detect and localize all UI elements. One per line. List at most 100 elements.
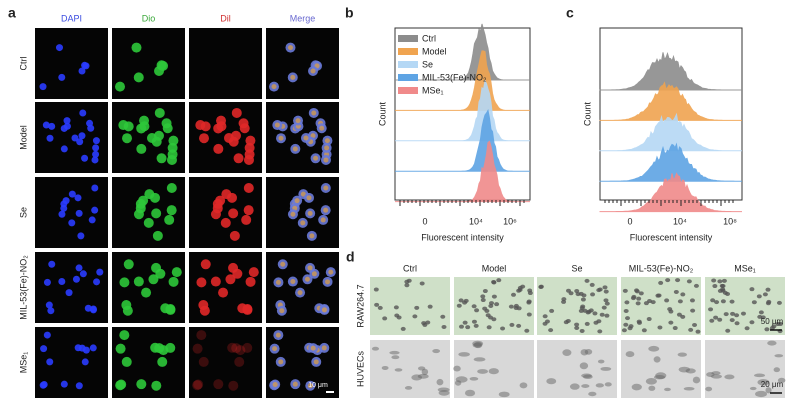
cell [243,154,254,165]
cell [664,298,670,303]
cell [417,366,426,371]
cell [676,312,682,317]
cell [75,209,83,217]
micrograph [189,28,262,99]
cell [646,317,652,322]
cell [290,279,296,285]
cell [422,322,428,327]
cell [199,133,210,144]
cell [143,217,154,228]
cell [749,287,755,292]
cell [76,138,84,146]
legend-label: MIL-53(Fe)-NO₂ [422,72,487,82]
cell [744,326,750,331]
cell [592,311,598,316]
cell [115,81,126,92]
cell [151,262,162,273]
cell [675,278,681,283]
cell [729,318,735,323]
cell [75,382,83,390]
cell [730,311,736,316]
cell [680,314,686,319]
cell [210,209,221,220]
cell [195,120,206,131]
cell [119,330,130,341]
cell [762,292,768,297]
cell [584,349,593,355]
histogram [395,50,530,111]
cell [220,217,231,228]
micrograph [621,277,701,335]
cell [719,283,725,288]
cell [119,277,130,288]
cell [210,276,221,287]
x-tick-label: 0 [422,216,427,226]
cell [623,309,629,314]
cell [580,297,586,302]
cell [45,301,53,309]
cell [292,146,298,152]
cell [162,123,173,134]
cell [218,287,229,298]
cell [579,362,589,370]
cell [242,342,253,353]
cell [78,132,86,140]
cell [40,381,48,389]
cell [295,118,301,124]
cell [695,329,701,334]
cell [458,352,470,357]
cell [711,278,717,283]
row-label: HUVECs [355,351,365,388]
row-label: Ctrl [18,57,28,71]
cell [171,267,182,278]
cell [412,314,418,319]
cell [653,375,666,380]
cell [477,369,489,374]
cell [404,386,413,390]
cell [622,288,628,293]
cell [139,115,150,126]
cell [193,379,204,390]
cell [749,386,757,391]
cell [496,278,502,283]
cell [634,288,640,293]
cell [712,284,718,289]
cell [574,325,580,330]
cell [509,322,515,327]
cell [693,283,699,288]
cell [776,300,782,305]
cell [307,383,313,389]
cell [389,350,400,355]
cell [154,343,165,354]
cell [290,211,296,217]
row-label: RAW264.7 [355,284,365,327]
cell [685,368,696,374]
cell [516,323,522,328]
cell [275,332,281,338]
cell [321,345,327,351]
row-label: Model [18,125,28,150]
cell [765,387,772,394]
cell [292,381,298,387]
panel-label: c [566,5,574,21]
histogram [395,108,530,172]
cell [574,289,580,294]
cell [167,142,178,153]
cell [751,300,757,305]
cell [648,385,656,391]
column-header: DAPI [61,13,82,23]
cell [78,344,86,352]
cell [725,328,731,333]
cell [290,74,296,80]
cell [473,323,479,328]
cell [623,322,629,327]
cell [588,391,597,397]
cell [89,344,97,352]
cell [581,293,587,298]
cell [464,389,476,397]
cell [68,190,76,198]
cell [488,368,499,375]
cell [708,307,714,312]
cell [710,298,716,303]
column-header: MSe₁ [734,263,756,273]
